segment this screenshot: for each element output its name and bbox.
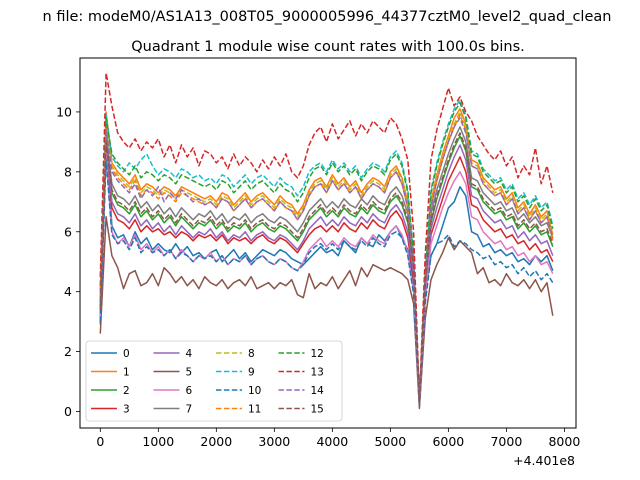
series-line-2 xyxy=(99,126,554,404)
x-tick-label: 0 xyxy=(96,434,104,449)
y-tick-label: 2 xyxy=(64,344,72,359)
series-line-1 xyxy=(99,108,554,404)
chart-suptitle: n file: modeM0/AS1A13_008T05_9000005996_… xyxy=(43,9,612,25)
y-tick-label: 10 xyxy=(56,104,72,119)
legend-box xyxy=(85,340,343,422)
series-line-10 xyxy=(99,159,554,407)
legend-label-8: 8 xyxy=(248,348,255,360)
series-line-0 xyxy=(99,135,554,401)
legend-label-7: 7 xyxy=(186,404,193,416)
legend-label-11: 11 xyxy=(248,404,261,416)
y-tick-label: 6 xyxy=(64,224,72,239)
legend-label-15: 15 xyxy=(311,404,324,416)
legend-label-6: 6 xyxy=(186,385,193,397)
x-tick-label: 5000 xyxy=(374,434,406,449)
legend-label-5: 5 xyxy=(186,367,193,379)
plot-frame xyxy=(79,57,577,429)
x-tick-label: 8000 xyxy=(548,434,580,449)
y-tick-label: 0 xyxy=(64,404,72,419)
x-tick-label: 4000 xyxy=(316,434,348,449)
series-line-13 xyxy=(99,72,554,401)
chart-title: Quadrant 1 module wise count rates with … xyxy=(131,39,525,55)
series-line-9 xyxy=(99,99,554,404)
legend-label-3: 3 xyxy=(123,404,130,416)
x-tick-label: 1000 xyxy=(142,434,174,449)
series-line-15 xyxy=(99,132,554,404)
x-tick-label: 3000 xyxy=(258,434,290,449)
x-tick-label: 2000 xyxy=(200,434,232,449)
y-axis: 0 2 4 6 8 10 xyxy=(56,104,80,419)
legend-label-9: 9 xyxy=(248,367,255,379)
legend-label-2: 2 xyxy=(123,385,130,397)
legend-label-4: 4 xyxy=(186,348,193,360)
series-line-11 xyxy=(99,114,554,404)
series-group xyxy=(99,72,554,410)
legend-label-1: 1 xyxy=(123,367,130,379)
series-line-7 xyxy=(99,126,554,404)
legend-label-12: 12 xyxy=(311,348,324,360)
x-tick-label: 6000 xyxy=(432,434,464,449)
series-line-3 xyxy=(99,141,554,407)
x-tick-label: 7000 xyxy=(490,434,522,449)
y-tick-label: 8 xyxy=(64,164,72,179)
legend-label-14: 14 xyxy=(311,385,325,397)
legend-label-10: 10 xyxy=(248,385,261,397)
x-offset-label: +4.401e8 xyxy=(513,453,575,468)
series-line-12 xyxy=(99,102,554,404)
series-line-8 xyxy=(99,111,554,404)
series-line-4 xyxy=(99,138,554,404)
y-tick-label: 4 xyxy=(64,284,72,299)
legend-label-13: 13 xyxy=(311,367,324,379)
series-line-5 xyxy=(99,216,554,410)
x-axis: 0 1000 2000 3000 4000 5000 6000 7000 8000 xyxy=(96,428,580,449)
series-line-14 xyxy=(99,117,554,404)
legend-label-0: 0 xyxy=(123,348,130,360)
